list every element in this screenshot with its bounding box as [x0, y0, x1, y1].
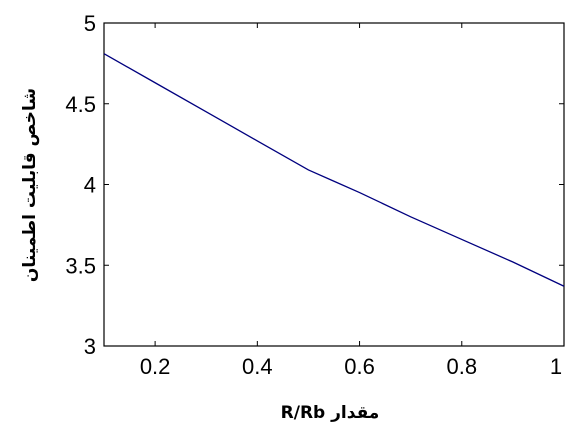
series-line — [103, 53, 565, 287]
plot-area — [103, 22, 565, 347]
y-tick-label: 4.5 — [65, 92, 96, 117]
x-tick-label: 1 — [550, 354, 562, 379]
x-tick-label: 0.8 — [446, 354, 477, 379]
x-tick-label: 0.2 — [140, 354, 171, 379]
y-tick-label: 4 — [84, 173, 96, 198]
y-axis: 3 3.5 4 4.5 5 — [65, 11, 564, 359]
x-tick-label: 0.4 — [242, 354, 273, 379]
y-tick-label: 3.5 — [65, 253, 96, 278]
y-tick-label: 3 — [84, 334, 96, 359]
x-tick-label: 0.6 — [344, 354, 375, 379]
x-axis: 0.2 0.4 0.6 0.8 1 — [140, 23, 565, 379]
x-axis-title: مقدار R/Rb — [281, 403, 380, 423]
y-tick-label: 5 — [84, 11, 96, 36]
y-axis-title: شاخص قابلیت اطمینان — [20, 88, 40, 282]
series-group — [103, 53, 565, 287]
